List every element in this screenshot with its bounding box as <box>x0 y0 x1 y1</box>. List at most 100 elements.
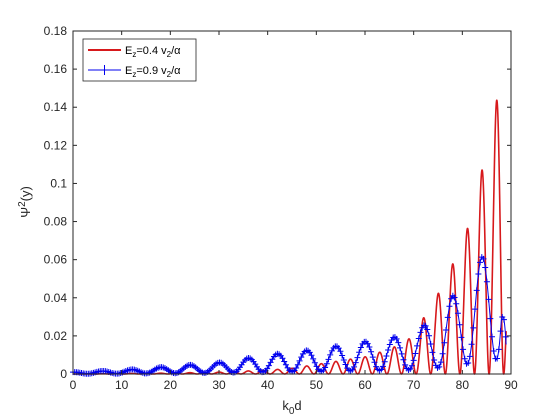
data-point-marker <box>298 354 305 361</box>
data-point-marker <box>308 352 315 359</box>
data-point-marker <box>310 355 317 362</box>
data-point-marker <box>439 350 446 357</box>
data-point-marker <box>475 271 482 278</box>
data-point-marker <box>393 335 400 342</box>
data-point-marker <box>398 350 405 357</box>
data-point-marker <box>386 341 393 348</box>
y-tick-label: 0.12 <box>44 138 68 152</box>
x-tick-label: 90 <box>504 378 518 392</box>
data-point-marker <box>480 255 487 262</box>
data-point-marker <box>489 333 496 340</box>
legend: Ez=0.4 v2/α Ez=0.9 v2/α <box>82 38 197 82</box>
data-point-marker <box>351 363 358 370</box>
y-axis-label: Ψ2(y) <box>17 186 33 218</box>
data-point-marker <box>294 361 301 368</box>
data-point-marker <box>483 278 490 285</box>
x-tick-label: 0 <box>70 378 77 392</box>
data-point-marker <box>408 362 415 369</box>
data-point-marker <box>366 344 373 351</box>
data-point-marker <box>407 366 414 373</box>
data-point-marker <box>485 296 492 303</box>
data-point-marker <box>369 354 376 361</box>
axes-box <box>72 30 512 375</box>
data-point-marker <box>500 316 507 323</box>
data-point-marker <box>281 358 288 365</box>
data-point-marker <box>397 344 404 351</box>
data-point-marker <box>502 333 509 340</box>
data-point-marker <box>378 366 385 373</box>
x-tick-label: 10 <box>115 378 129 392</box>
data-point-marker <box>337 348 344 355</box>
data-point-marker <box>311 359 318 366</box>
data-point-marker <box>340 357 347 364</box>
y-tick-label: 0.18 <box>44 24 68 38</box>
data-point-marker <box>451 294 458 301</box>
data-point-marker <box>431 356 438 363</box>
y-tick-label: 0.1 <box>50 176 67 190</box>
data-point-marker <box>356 349 363 356</box>
data-point-marker <box>487 315 494 322</box>
data-point-marker <box>424 326 431 333</box>
data-point-marker <box>456 321 463 328</box>
data-point-marker <box>497 328 504 335</box>
data-point-marker <box>357 344 364 351</box>
data-point-marker <box>323 360 330 367</box>
x-tick-label: 80 <box>456 378 470 392</box>
x-tick-label: 50 <box>310 378 324 392</box>
data-point-marker <box>342 361 349 368</box>
data-point-marker <box>380 363 387 370</box>
x-tick-label: 70 <box>407 378 421 392</box>
axes-background <box>73 31 511 374</box>
data-point-marker <box>495 346 502 353</box>
y-tick-label: 0.14 <box>44 100 68 114</box>
data-point-marker <box>429 349 436 356</box>
data-point-marker <box>443 327 450 334</box>
y-tick-label: 0 <box>60 367 67 381</box>
data-point-marker <box>327 351 334 358</box>
data-point-marker <box>461 355 468 362</box>
data-point-marker <box>325 356 332 363</box>
data-point-marker <box>417 329 424 336</box>
x-axis-label: k0d <box>282 398 301 417</box>
data-point-marker <box>414 342 421 349</box>
data-point-marker <box>422 322 429 329</box>
data-point-marker <box>436 363 443 370</box>
data-point-marker <box>425 332 432 339</box>
data-point-marker <box>339 352 346 359</box>
data-point-marker <box>460 346 467 353</box>
data-point-marker <box>402 361 409 368</box>
x-ticks: 0 10 20 30 40 50 60 70 80 90 <box>70 31 518 392</box>
data-point-marker <box>410 357 417 364</box>
data-point-marker <box>368 348 375 355</box>
y-tick-label: 0.02 <box>44 329 68 343</box>
data-point-marker <box>458 334 465 341</box>
data-point-marker <box>279 355 286 362</box>
data-point-marker <box>371 359 378 366</box>
y-tick-label: 0.06 <box>44 253 68 267</box>
x-tick-label: 30 <box>212 378 226 392</box>
data-point-marker <box>265 362 272 369</box>
data-point-marker <box>466 353 473 360</box>
y-ticks: 0 0.02 0.04 0.06 0.08 0.1 0.12 0.14 0.16 0.18 <box>44 24 511 381</box>
data-point-marker <box>482 264 489 271</box>
data-point-marker <box>395 339 402 346</box>
data-point-marker <box>293 365 300 372</box>
data-point-marker <box>415 335 422 342</box>
y-tick-label: 0.08 <box>44 215 68 229</box>
data-point-marker <box>454 310 461 317</box>
y-tick-label: 0.16 <box>44 62 68 76</box>
data-point-marker <box>282 361 289 368</box>
data-point-marker <box>477 259 484 266</box>
data-point-marker <box>364 340 371 347</box>
data-point-marker <box>444 314 451 321</box>
data-point-marker <box>385 346 392 353</box>
x-tick-label: 40 <box>261 378 275 392</box>
data-point-marker <box>446 303 453 310</box>
data-point-marker <box>383 353 390 360</box>
legend-box <box>82 38 197 82</box>
data-point-marker <box>471 306 478 313</box>
data-point-marker <box>352 359 359 366</box>
data-point-marker <box>322 364 329 371</box>
data-point-marker <box>441 339 448 346</box>
